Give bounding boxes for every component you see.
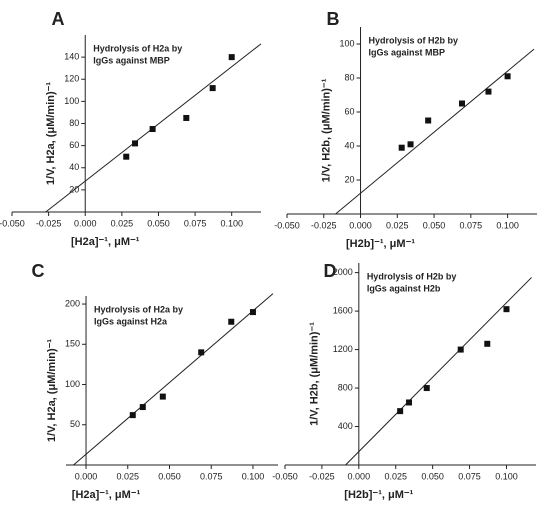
- x-tick-label: -0.025: [36, 218, 62, 228]
- data-point: [209, 85, 216, 92]
- y-tick-label: 50: [70, 419, 80, 429]
- y-tick-label: 100: [339, 38, 354, 48]
- data-point: [228, 318, 235, 325]
- x-tick-label: 0.100: [220, 218, 243, 228]
- x-tick-label: 0.025: [111, 218, 134, 228]
- x-axis-label: [H2a]⁻¹, μM⁻¹: [72, 489, 141, 501]
- x-tick-label: 0.000: [348, 471, 371, 481]
- x-tick-label: 0.100: [496, 220, 519, 230]
- annotation: IgGs against MBP: [369, 47, 446, 57]
- x-tick-label: -0.025: [309, 471, 335, 481]
- y-axis-label: 1/V, H2b, (μM/min)⁻¹: [320, 78, 332, 182]
- y-tick-label: 40: [345, 140, 355, 150]
- panel-label: D: [324, 261, 337, 281]
- data-point: [198, 349, 205, 356]
- x-tick-label: 0.000: [349, 220, 372, 230]
- y-axis-label: 1/V, H2a, (μM/min)⁻¹: [46, 339, 58, 443]
- data-point: [159, 393, 166, 400]
- x-tick-label: 0.000: [75, 471, 98, 481]
- fit-line: [335, 48, 535, 215]
- annotation: IgGs against H2a: [94, 316, 168, 326]
- data-point: [485, 88, 492, 95]
- annotation: Hydrolysis of H2b by: [369, 35, 459, 45]
- y-tick-label: 1200: [333, 344, 353, 354]
- data-point: [457, 346, 464, 353]
- x-tick-label: -0.050: [272, 471, 298, 481]
- y-tick-label: 150: [65, 339, 80, 349]
- x-tick-label: -0.025: [311, 220, 337, 230]
- data-point: [398, 144, 405, 151]
- data-point: [425, 117, 432, 124]
- data-point: [149, 126, 156, 133]
- fit-line: [73, 293, 274, 466]
- y-tick-label: 200: [65, 298, 80, 308]
- y-tick-label: 1600: [333, 305, 353, 315]
- panel-label: C: [32, 261, 45, 281]
- annotation: IgGs against MBP: [93, 55, 170, 65]
- y-tick-label: 140: [64, 52, 79, 62]
- data-point: [139, 404, 146, 411]
- x-axis-label: [H2b]⁻¹, μM⁻¹: [344, 489, 413, 501]
- y-tick-label: 60: [345, 106, 355, 116]
- fit-line: [345, 277, 532, 466]
- annotation: Hydrolysis of H2a by: [94, 304, 183, 314]
- panel-label: B: [327, 9, 340, 29]
- x-tick-label: 0.025: [384, 471, 407, 481]
- data-point: [484, 340, 491, 347]
- y-tick-label: 80: [69, 118, 79, 128]
- x-tick-label: -0.050: [274, 220, 300, 230]
- data-point: [397, 408, 404, 415]
- x-tick-label: 0.100: [495, 471, 518, 481]
- x-tick-label: 0.025: [386, 220, 409, 230]
- x-tick-label: 0.050: [147, 218, 170, 228]
- y-axis-label: 1/V, H2a, (μM/min)⁻¹: [45, 82, 57, 186]
- x-tick-label: 0.075: [200, 471, 223, 481]
- data-point: [423, 385, 430, 392]
- data-point: [129, 412, 136, 419]
- y-tick-label: 100: [65, 379, 80, 389]
- x-tick-label: 0.000: [74, 218, 97, 228]
- x-tick-label: 0.075: [458, 471, 481, 481]
- data-point: [504, 73, 511, 80]
- y-axis-label: 1/V, H2b, (μM/min)⁻¹: [309, 322, 321, 426]
- x-tick-label: 0.075: [460, 220, 483, 230]
- annotation: Hydrolysis of H2a by: [93, 43, 182, 53]
- data-point: [407, 141, 414, 148]
- x-tick-label: 0.050: [158, 471, 181, 481]
- y-tick-label: 100: [64, 96, 79, 106]
- y-tick-label: 60: [69, 140, 79, 150]
- x-axis-label: [H2b]⁻¹, μM⁻¹: [346, 238, 415, 250]
- x-tick-label: 0.050: [423, 220, 446, 230]
- data-point: [459, 100, 465, 107]
- x-tick-label: 0.025: [116, 471, 139, 481]
- y-tick-label: 800: [338, 382, 353, 392]
- x-axis-label: [H2a]⁻¹, μM⁻¹: [71, 236, 140, 248]
- y-tick-label: 400: [338, 421, 353, 431]
- annotation: IgGs against H2b: [367, 283, 441, 293]
- data-point: [183, 114, 190, 121]
- data-point: [123, 153, 130, 160]
- x-tick-label: 0.050: [421, 471, 444, 481]
- data-point: [249, 309, 256, 316]
- x-tick-label: 0.100: [242, 471, 265, 481]
- y-tick-label: 40: [69, 162, 79, 172]
- x-tick-label: -0.050: [0, 218, 25, 228]
- data-point: [228, 54, 235, 61]
- y-tick-label: 2000: [333, 267, 353, 277]
- y-tick-label: 80: [345, 72, 355, 82]
- y-tick-label: 20: [345, 174, 355, 184]
- y-tick-label: 120: [64, 74, 79, 84]
- panel-label: A: [52, 9, 65, 29]
- x-tick-label: 0.075: [184, 218, 207, 228]
- data-point: [503, 306, 510, 313]
- data-point: [132, 140, 139, 147]
- data-point: [406, 399, 413, 406]
- annotation: Hydrolysis of H2b by: [367, 271, 457, 281]
